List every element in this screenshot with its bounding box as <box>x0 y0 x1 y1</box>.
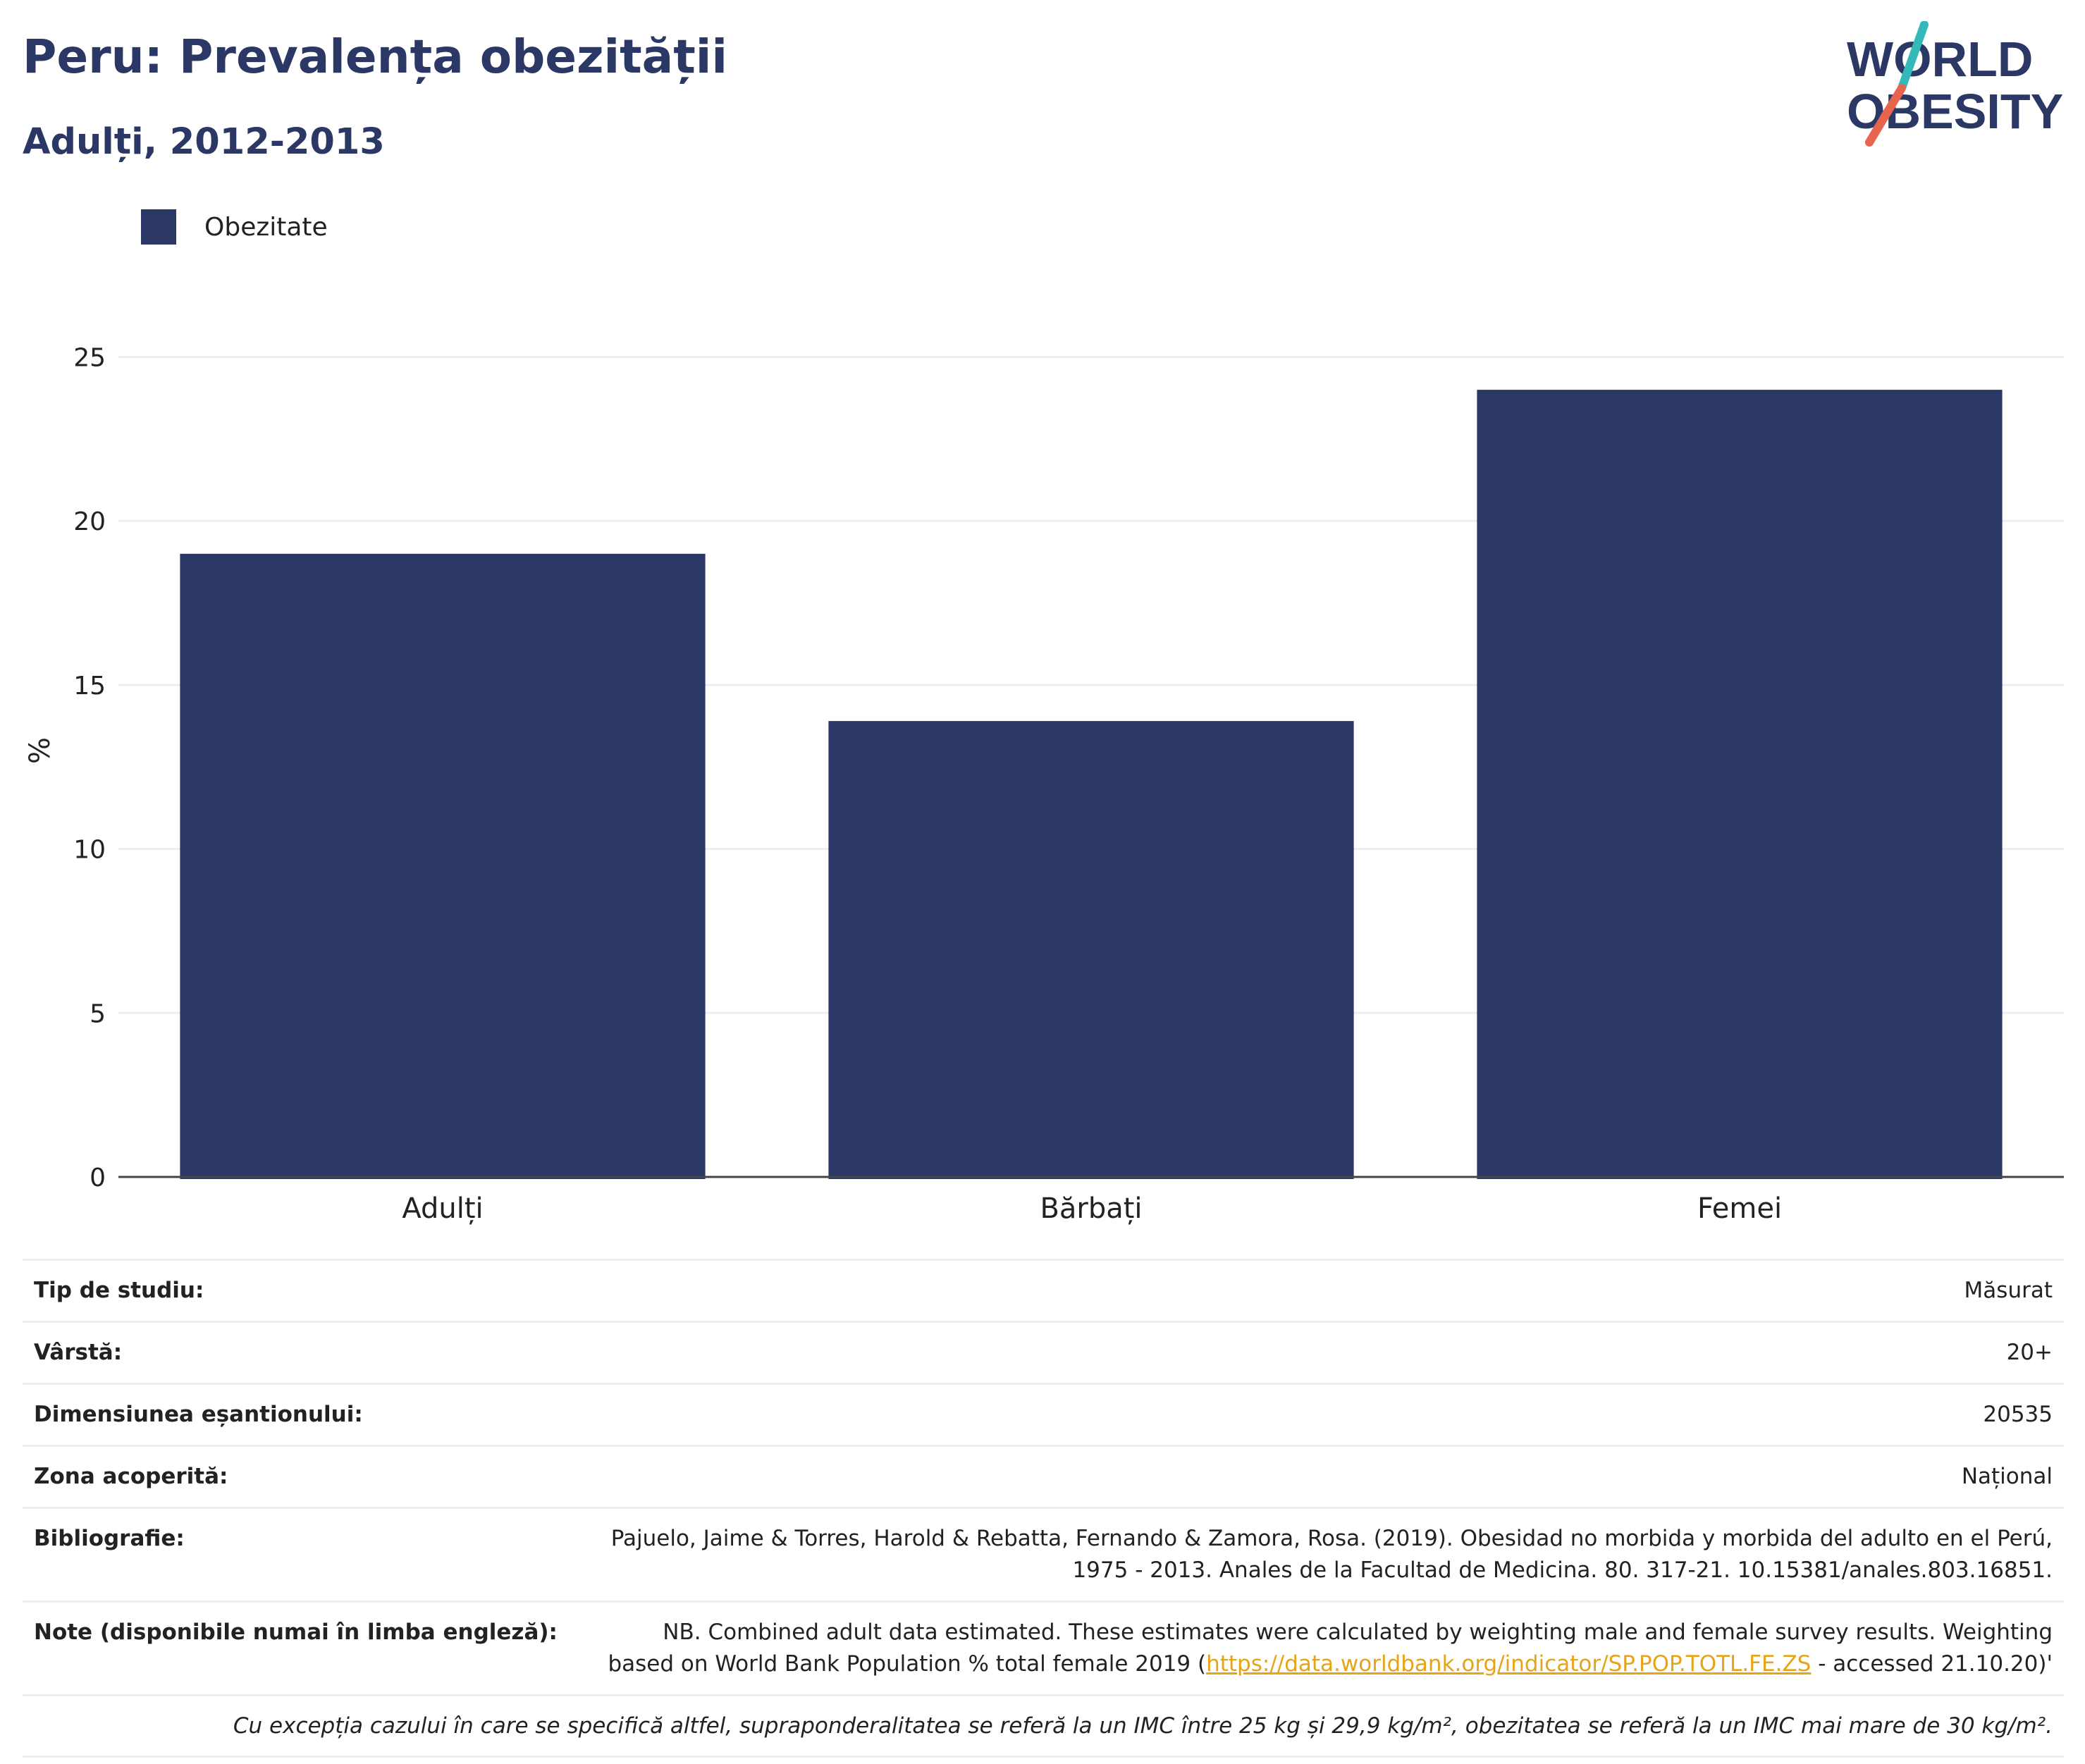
info-label: Zona acoperită: <box>23 1444 581 1508</box>
info-label: Bibliografie: <box>23 1506 581 1602</box>
footnote-row: Cu excepția cazului în care se specifică… <box>23 1694 2064 1758</box>
info-row: Vârstă: 20+ <box>23 1320 2064 1384</box>
x-tick-label: Adulți <box>402 1192 483 1225</box>
x-tick-label: Bărbați <box>1040 1192 1142 1225</box>
y-tick-label: 15 <box>73 672 106 701</box>
notes-label: Note (disponibile numai în limba engleză… <box>23 1600 581 1695</box>
notes-row: Note (disponibile numai în limba engleză… <box>23 1600 2064 1695</box>
info-value: Național <box>581 1444 2064 1508</box>
footnote: Cu excepția cazului în care se specifică… <box>23 1694 2064 1758</box>
legend: Obezitate <box>141 209 328 245</box>
x-tick-label: Femei <box>1697 1192 1782 1225</box>
info-label: Tip de studiu: <box>23 1259 581 1322</box>
info-row: Tip de studiu: Măsurat <box>23 1259 2064 1322</box>
logo-text-world: WORLD <box>1847 32 2033 87</box>
y-tick-label: 10 <box>73 836 106 865</box>
y-tick-label: 5 <box>90 999 106 1028</box>
logo-slash-top <box>1898 21 1929 92</box>
bars <box>180 390 2003 1179</box>
notes-text-end: - accessed 21.10.20)' <box>1811 1651 2053 1677</box>
chart-title: Peru: Prevalența obezității <box>23 30 727 84</box>
info-row: Bibliografie: Pajuelo, Jaime & Torres, Ha… <box>23 1506 2064 1602</box>
y-tick-labels: 0 5 10 15 20 25 <box>73 344 106 1192</box>
study-info-table: Tip de studiu: Măsurat Vârstă: 20+ Dimensiun… <box>23 1259 2064 1758</box>
worldbank-link[interactable]: https://data.worldbank.org/indicator/SP.… <box>1206 1651 1812 1677</box>
info-value: 20+ <box>581 1320 2064 1384</box>
y-tick-label: 20 <box>73 507 106 536</box>
info-label: Dimensiunea eșantionului: <box>23 1382 581 1446</box>
world-obesity-logo: WORLD OBESITY <box>1847 21 2063 147</box>
y-tick-label: 0 <box>90 1164 106 1192</box>
legend-swatch <box>141 209 176 245</box>
bar-chart: 0 5 10 15 20 25 Adulți Bărbați Femei % <box>24 344 2064 1225</box>
info-row: Dimensiunea eșantionului: 20535 <box>23 1382 2064 1446</box>
legend-label: Obezitate <box>204 212 328 242</box>
bar-1 <box>828 721 1354 1179</box>
logo-slash-bottom <box>1865 84 1906 147</box>
bar-2 <box>1477 390 2003 1179</box>
y-axis-label: % <box>24 737 56 764</box>
chart-subtitle: Adulți, 2012-2013 <box>23 121 385 163</box>
info-row: Zona acoperită: Național <box>23 1444 2064 1508</box>
notes-value: NB. Combined adult data estimated. These… <box>581 1600 2064 1695</box>
logo-text-obesity: OBESITY <box>1847 84 2063 139</box>
x-tick-labels: Adulți Bărbați Femei <box>402 1192 1782 1225</box>
bar-0 <box>180 553 706 1179</box>
info-value: Pajuelo, Jaime & Torres, Harold & Rebatt… <box>581 1506 2064 1602</box>
y-tick-label: 25 <box>73 344 106 373</box>
info-label: Vârstă: <box>23 1320 581 1384</box>
notes-text: NB. Combined adult data estimated. These… <box>608 1619 2053 1677</box>
info-value: Măsurat <box>581 1259 2064 1322</box>
info-value: 20535 <box>581 1382 2064 1446</box>
